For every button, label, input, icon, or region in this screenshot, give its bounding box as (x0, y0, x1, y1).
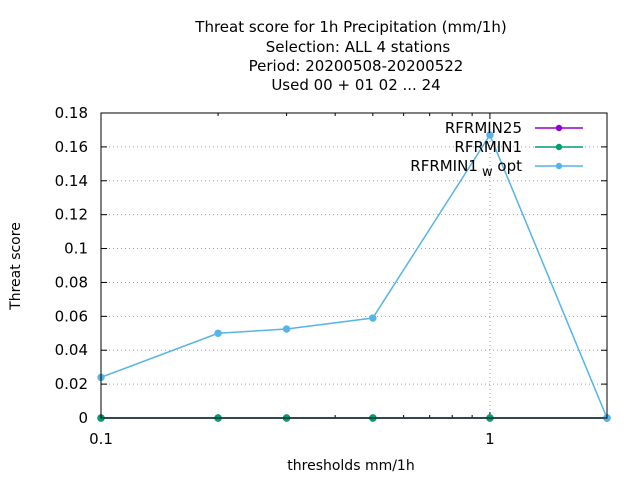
y-tick-label: 0.16 (55, 138, 88, 156)
chart-title: Threat score for 1h Precipitation (mm/1h… (194, 18, 506, 94)
series-line-3 (100, 133, 608, 419)
y-tick-label: 0.08 (55, 273, 88, 291)
legend-label-2: RFRMIN1 (454, 138, 522, 156)
y-tick-label: 0.02 (55, 375, 88, 393)
title-line-3: Period: 20200508-20200522 (249, 57, 464, 75)
legend-marker-3 (555, 162, 563, 170)
plot-frame (100, 112, 608, 419)
series-3-point (282, 325, 291, 333)
y-tick-label: 0 (78, 409, 88, 427)
y-tick-label: 0.12 (55, 206, 88, 224)
legend-marker-1 (555, 124, 563, 132)
y-tick-label: 0.04 (55, 341, 88, 359)
grid (101, 113, 607, 418)
title-line-4: Used 00 + 01 02 ... 24 (271, 76, 440, 94)
y-axis-label: Threat score (8, 222, 24, 311)
x-tick-label: 0.1 (89, 430, 113, 448)
title-line-2: Selection: ALL 4 stations (266, 38, 451, 56)
y-tick-label: 0.14 (55, 172, 88, 190)
y-tick-label: 0.06 (55, 307, 88, 325)
series-3-point (369, 314, 377, 322)
series-3-point (214, 329, 222, 337)
axis-ticks: 0 0.02 0.04 0.06 0.08 0.1 0.12 0.14 0.16 0.18 0.1 1 (55, 104, 608, 448)
series-3-point (486, 131, 494, 139)
y-tick-label: 0.18 (55, 104, 88, 122)
x-axis-label: thresholds mm/1h (287, 458, 414, 474)
title-line-1: Threat score for 1h Precipitation (mm/1h… (194, 18, 506, 36)
legend-label-3: RFRMIN1 w opt (410, 157, 522, 180)
x-tick-label: 1 (485, 430, 495, 448)
y-tick-label: 0.1 (64, 240, 88, 258)
legend-marker-2 (555, 143, 563, 151)
series-lines (97, 131, 611, 422)
legend-label-1: RFRMIN25 (445, 119, 522, 137)
